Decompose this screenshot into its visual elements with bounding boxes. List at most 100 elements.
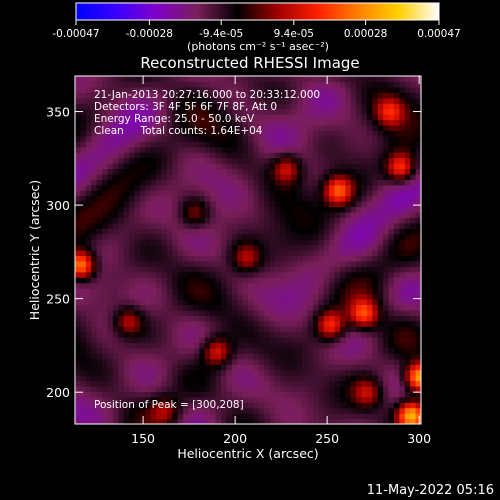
- heatmap-cell: [383, 146, 390, 153]
- heatmap-cell: [188, 277, 195, 284]
- heatmap-cell: [307, 217, 314, 224]
- heatmap-cell: [75, 244, 82, 251]
- heatmap-cell: [139, 380, 146, 387]
- heatmap-cell: [112, 103, 119, 110]
- heatmap-cell: [372, 217, 379, 224]
- heatmap-cell: [404, 244, 411, 251]
- heatmap-cell: [291, 309, 298, 316]
- heatmap-cell: [150, 103, 157, 110]
- heatmap-cell: [291, 97, 298, 104]
- heatmap-cell: [199, 179, 206, 186]
- heatmap-cell: [215, 190, 222, 197]
- heatmap-cell: [210, 369, 217, 376]
- heatmap-cell: [161, 337, 168, 344]
- heatmap-cell: [291, 76, 298, 83]
- heatmap-cell: [399, 402, 406, 409]
- heatmap-cell: [345, 157, 352, 164]
- heatmap-cell: [139, 173, 146, 180]
- heatmap-cell: [312, 179, 319, 186]
- heatmap-cell: [334, 184, 341, 191]
- heatmap-cell: [393, 260, 400, 267]
- heatmap-cell: [139, 206, 146, 213]
- heatmap-cell: [372, 337, 379, 344]
- heatmap-cell: [345, 358, 352, 365]
- heatmap-cell: [231, 141, 238, 148]
- heatmap-cell: [177, 168, 184, 175]
- heatmap-cell: [334, 402, 341, 409]
- heatmap-cells: [75, 76, 421, 424]
- heatmap-cell: [118, 309, 125, 316]
- heatmap-cell: [75, 228, 82, 235]
- heatmap-cell: [145, 260, 152, 267]
- heatmap-cell: [393, 157, 400, 164]
- heatmap-cell: [312, 293, 319, 300]
- heatmap-cell: [323, 347, 330, 354]
- heatmap-cell: [199, 391, 206, 398]
- heatmap-cell: [334, 103, 341, 110]
- heatmap-cell: [139, 315, 146, 322]
- heatmap-cell: [275, 337, 282, 344]
- heatmap-cell: [199, 358, 206, 365]
- heatmap-cell: [112, 119, 119, 126]
- heatmap-cell: [204, 380, 211, 387]
- heatmap-cell: [302, 81, 309, 88]
- heatmap-cell: [123, 413, 130, 420]
- heatmap-cell: [410, 309, 417, 316]
- heatmap-cell: [85, 391, 92, 398]
- heatmap-cell: [102, 244, 109, 251]
- heatmap-cell: [393, 135, 400, 142]
- heatmap-cell: [102, 385, 109, 392]
- heatmap-cell: [237, 402, 244, 409]
- heatmap-cell: [156, 402, 163, 409]
- heatmap-cell: [307, 76, 314, 83]
- heatmap-cell: [323, 157, 330, 164]
- heatmap-cell: [388, 255, 395, 262]
- heatmap-cell: [269, 288, 276, 295]
- heatmap-cell: [199, 271, 206, 278]
- heatmap-cell: [291, 152, 298, 159]
- heatmap-cell: [253, 114, 260, 121]
- heatmap-cell: [329, 342, 336, 349]
- heatmap-cell: [285, 146, 292, 153]
- heatmap-cell: [145, 255, 152, 262]
- heatmap-cell: [166, 282, 173, 289]
- heatmap-cell: [75, 298, 82, 305]
- heatmap-cell: [275, 114, 282, 121]
- heatmap-cell: [80, 92, 87, 99]
- heatmap-cell: [183, 195, 190, 202]
- heatmap-cell: [226, 353, 233, 360]
- heatmap-cell: [237, 271, 244, 278]
- heatmap-cell: [172, 358, 179, 365]
- heatmap-cell: [156, 190, 163, 197]
- heatmap-cell: [156, 375, 163, 382]
- heatmap-cell: [129, 385, 136, 392]
- heatmap-cell: [134, 190, 141, 197]
- heatmap-cell: [102, 119, 109, 126]
- heatmap-cell: [183, 288, 190, 295]
- heatmap-cell: [253, 315, 260, 322]
- heatmap-cell: [215, 146, 222, 153]
- heatmap-cell: [329, 184, 336, 191]
- heatmap-cell: [156, 228, 163, 235]
- heatmap-cell: [118, 157, 125, 164]
- heatmap-cell: [156, 266, 163, 273]
- heatmap-cell: [302, 130, 309, 137]
- heatmap-cell: [193, 342, 200, 349]
- heatmap-cell: [291, 402, 298, 409]
- heatmap-cell: [366, 407, 373, 414]
- heatmap-cell: [96, 124, 103, 131]
- heatmap-cell: [372, 326, 379, 333]
- heatmap-cell: [123, 298, 130, 305]
- heatmap-cell: [345, 266, 352, 273]
- heatmap-cell: [345, 413, 352, 420]
- heatmap-cell: [415, 81, 421, 88]
- heatmap-cell: [404, 418, 411, 424]
- heatmap-cell: [112, 81, 119, 88]
- heatmap-cell: [226, 92, 233, 99]
- heatmap-cell: [231, 152, 238, 159]
- heatmap-cell: [318, 298, 325, 305]
- heatmap-cell: [404, 157, 411, 164]
- heatmap-cell: [193, 173, 200, 180]
- heatmap-cell: [264, 211, 271, 218]
- heatmap-cell: [226, 217, 233, 224]
